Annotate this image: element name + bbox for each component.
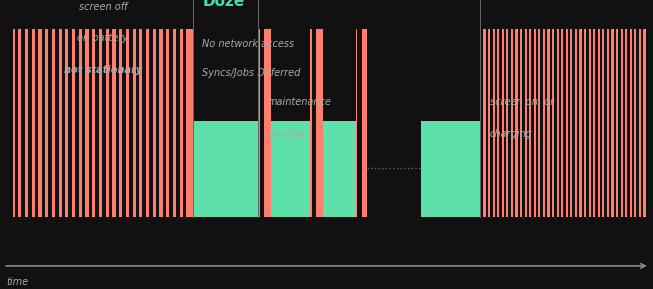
Bar (259, 29, 264, 217)
Bar (14, 29, 18, 217)
Bar (609, 29, 611, 217)
Bar (82, 29, 86, 217)
Bar (89, 29, 92, 217)
Bar (35, 29, 39, 217)
Bar (116, 29, 119, 217)
Text: window: window (268, 129, 305, 139)
Bar (500, 29, 502, 217)
Bar (258, 29, 271, 217)
Text: not stationary: not stationary (64, 65, 142, 75)
Bar (48, 29, 52, 217)
Bar (509, 29, 511, 217)
Text: maintenance: maintenance (268, 97, 332, 107)
Text: charging: charging (490, 129, 533, 139)
Bar (271, 121, 310, 217)
Bar (176, 29, 180, 217)
Bar (486, 29, 488, 217)
Bar (582, 29, 584, 217)
Bar (518, 29, 520, 217)
Bar (193, 121, 258, 217)
Text: screen off: screen off (78, 1, 127, 12)
Bar (356, 29, 367, 217)
Text: No network access: No network access (202, 39, 295, 49)
Bar (109, 29, 112, 217)
Bar (13, 29, 193, 217)
Bar (28, 29, 31, 217)
Bar (62, 29, 65, 217)
Bar (564, 29, 565, 217)
Bar (310, 29, 323, 217)
Bar (573, 29, 575, 217)
Bar (545, 29, 547, 217)
Bar (69, 29, 72, 217)
Bar (163, 29, 167, 217)
Bar (600, 29, 602, 217)
Text: Syncs/Jobs Deferred: Syncs/Jobs Deferred (202, 68, 301, 78)
Bar (532, 29, 534, 217)
Bar (102, 29, 106, 217)
Bar (641, 29, 643, 217)
Bar (136, 29, 139, 217)
Bar (605, 29, 607, 217)
Bar (591, 29, 593, 217)
Bar (554, 29, 556, 217)
Bar (481, 29, 483, 217)
Bar (75, 29, 79, 217)
Bar (628, 29, 629, 217)
Bar (156, 29, 159, 217)
Bar (169, 29, 173, 217)
Bar (142, 29, 146, 217)
Bar (637, 29, 639, 217)
Bar (504, 29, 506, 217)
Text: time: time (7, 277, 29, 288)
Bar (55, 29, 59, 217)
Bar (513, 29, 515, 217)
Bar (183, 29, 186, 217)
Bar (495, 29, 497, 217)
Text: on battery: on battery (77, 33, 129, 43)
Text: Doze: Doze (202, 0, 245, 9)
Bar (421, 121, 480, 217)
Bar (323, 121, 356, 217)
Bar (129, 29, 133, 217)
Bar (614, 29, 616, 217)
Bar (623, 29, 625, 217)
Bar (490, 29, 492, 217)
Bar (596, 29, 597, 217)
Bar (357, 29, 362, 217)
Bar (550, 29, 552, 217)
Text: screen on, or: screen on, or (490, 97, 554, 107)
Bar (95, 29, 99, 217)
Bar (577, 29, 579, 217)
Bar (522, 29, 524, 217)
Bar (536, 29, 538, 217)
Bar (632, 29, 634, 217)
Bar (559, 29, 561, 217)
Bar (122, 29, 126, 217)
Bar (149, 29, 153, 217)
Bar (480, 29, 646, 217)
Bar (527, 29, 529, 217)
Bar (541, 29, 543, 217)
Bar (311, 29, 317, 217)
Bar (586, 29, 588, 217)
Bar (618, 29, 620, 217)
Bar (22, 29, 25, 217)
Bar (568, 29, 570, 217)
Bar (42, 29, 45, 217)
